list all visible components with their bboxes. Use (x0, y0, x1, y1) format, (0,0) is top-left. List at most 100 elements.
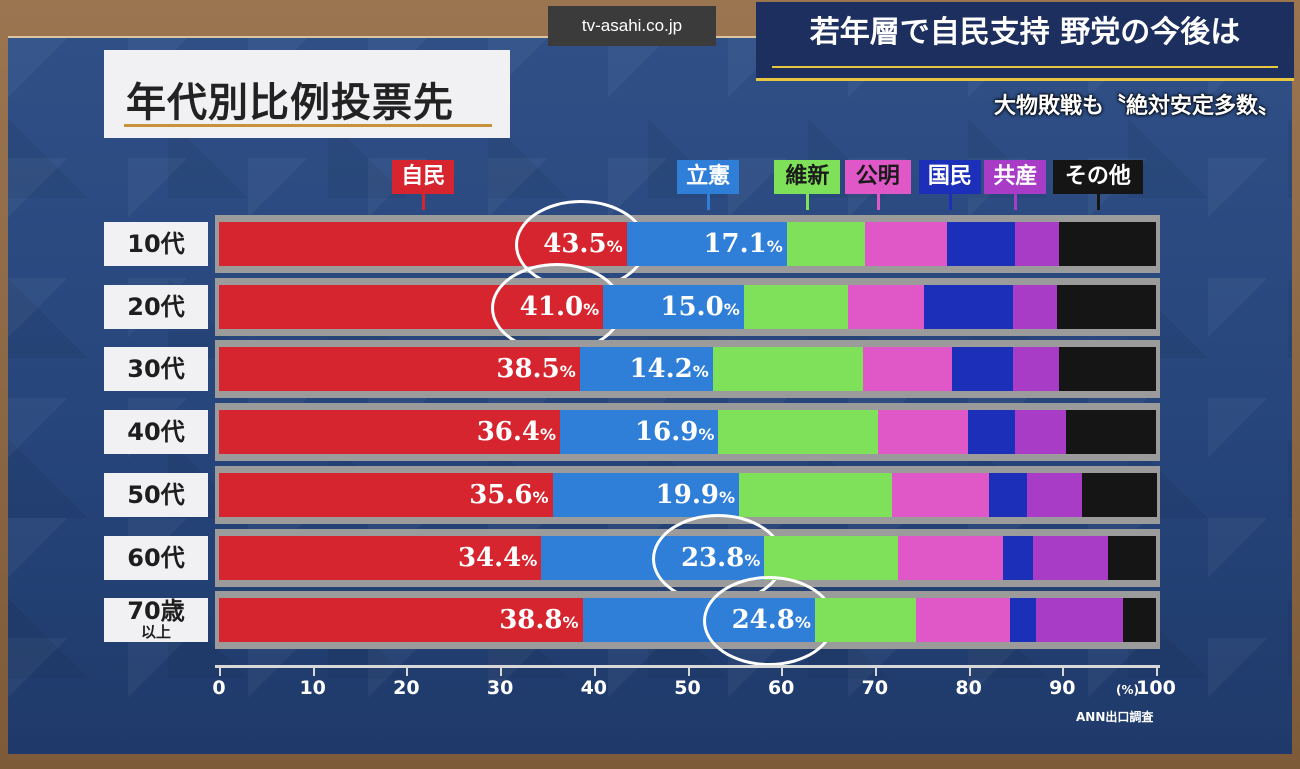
row-label: 60代 (104, 535, 208, 580)
bar-segment (1059, 347, 1156, 392)
x-tick-label: 80 (955, 677, 982, 699)
bar-segment (1003, 535, 1034, 580)
x-tick-label: 30 (486, 677, 514, 699)
row-label: 10代 (104, 222, 208, 266)
bar-segment (764, 535, 899, 580)
bar-segment (1012, 284, 1057, 329)
legend-共産: 共産 (984, 160, 1047, 210)
x-tick-label: 50 (674, 677, 701, 699)
bar-segment (739, 472, 892, 517)
x-tick-label: 20 (393, 677, 420, 699)
data-label: 36.4% (476, 417, 557, 448)
site-watermark: tv-asahi.co.jp (548, 6, 716, 46)
bar-segment (219, 535, 542, 580)
row-label: 20代 (104, 284, 208, 329)
bar-segment (219, 347, 580, 392)
x-tick-label: 70 (861, 677, 889, 699)
data-label: 15.0% (660, 291, 740, 322)
bar-segment (626, 222, 787, 266)
data-label: 16.9% (635, 417, 715, 448)
row-label: 30代 (104, 347, 208, 392)
x-tick (968, 668, 971, 676)
bar-segment (1014, 222, 1060, 266)
x-tick (500, 668, 503, 676)
bar-segment (1014, 410, 1067, 455)
x-tick (593, 668, 596, 676)
bar-segment (219, 472, 553, 517)
headline-rule (772, 66, 1278, 68)
source-note: ANN出口調査 (1076, 710, 1154, 724)
data-label: 38.8% (499, 605, 579, 636)
x-tick (1062, 668, 1065, 676)
bar-segment (603, 284, 744, 329)
bar-segment (1012, 347, 1060, 392)
row-label: 70歳 以上 (104, 598, 208, 643)
bar-segment (718, 410, 878, 455)
legend-立憲: 立憲 (677, 160, 740, 210)
chart-title-box: 年代別比例投票先 (104, 50, 510, 138)
bar-segment (219, 410, 561, 455)
data-label: 19.9% (655, 479, 736, 510)
data-label: 34.4% (457, 542, 538, 573)
bar-segment (923, 284, 1013, 329)
bar-segment (1009, 598, 1037, 643)
bar-segment (712, 347, 863, 392)
bar-segment (916, 598, 1010, 643)
bar-segment (967, 410, 1015, 455)
bar-segment (219, 598, 583, 643)
x-tick-label: 40 (580, 677, 608, 699)
legend-stem (1096, 194, 1100, 210)
x-tick-label: 100 (1136, 677, 1176, 699)
bar-segment (1026, 472, 1082, 517)
data-label: 14.2% (629, 354, 709, 385)
x-tick-label: 60 (767, 677, 795, 699)
legend-国民: 国民 (918, 160, 981, 210)
legend-維新: 維新 (774, 160, 841, 210)
bar-segment (743, 284, 848, 329)
bar-segment (898, 535, 1004, 580)
legend-自民: 自民 (392, 160, 455, 210)
x-tick-label: 0 (212, 677, 226, 699)
legend-その他: その他 (1052, 160, 1143, 210)
title-underline (124, 124, 492, 127)
row-label: 40代 (104, 410, 208, 455)
bar-segment (951, 347, 1013, 392)
x-axis-unit: (%) (1116, 683, 1139, 697)
bar-segment (847, 284, 924, 329)
legend-stem (876, 194, 880, 210)
bar-segment (1056, 284, 1156, 329)
x-tick-label: 10 (299, 677, 326, 699)
bar-segment (1081, 472, 1157, 517)
headline: 若年層で自民支持 野党の今後は (809, 15, 1241, 50)
legend-stem (806, 194, 810, 210)
x-tick (312, 668, 315, 676)
bar-segment (1033, 535, 1109, 580)
bar-segment (891, 472, 990, 517)
bar-segment (947, 222, 1015, 266)
data-label: 38.5% (496, 354, 576, 385)
legend-stem (948, 194, 952, 210)
bar-segment (989, 472, 1027, 517)
x-tick (687, 668, 690, 676)
legend-stem (422, 194, 426, 210)
x-tick (406, 668, 409, 676)
bar-segment (862, 347, 952, 392)
bar-segment (1108, 535, 1156, 580)
bar-segment (864, 222, 948, 266)
bar-segment (552, 472, 740, 517)
data-label: 17.1% (703, 229, 783, 259)
headline-box: 若年層で自民支持 野党の今後は (756, 2, 1294, 81)
bar-segment (877, 410, 968, 455)
row-label: 50代 (104, 472, 208, 517)
bar-segment (1123, 598, 1156, 643)
legend-公明: 公明 (844, 160, 911, 210)
bar-segment (1059, 222, 1156, 266)
bar-segment (814, 598, 917, 643)
x-tick (874, 668, 877, 676)
x-tick (781, 668, 784, 676)
bar-segment (786, 222, 865, 266)
x-tick-label: 90 (1049, 677, 1076, 699)
x-axis (215, 665, 1160, 668)
bar-segment (1036, 598, 1124, 643)
legend-stem (1014, 194, 1018, 210)
